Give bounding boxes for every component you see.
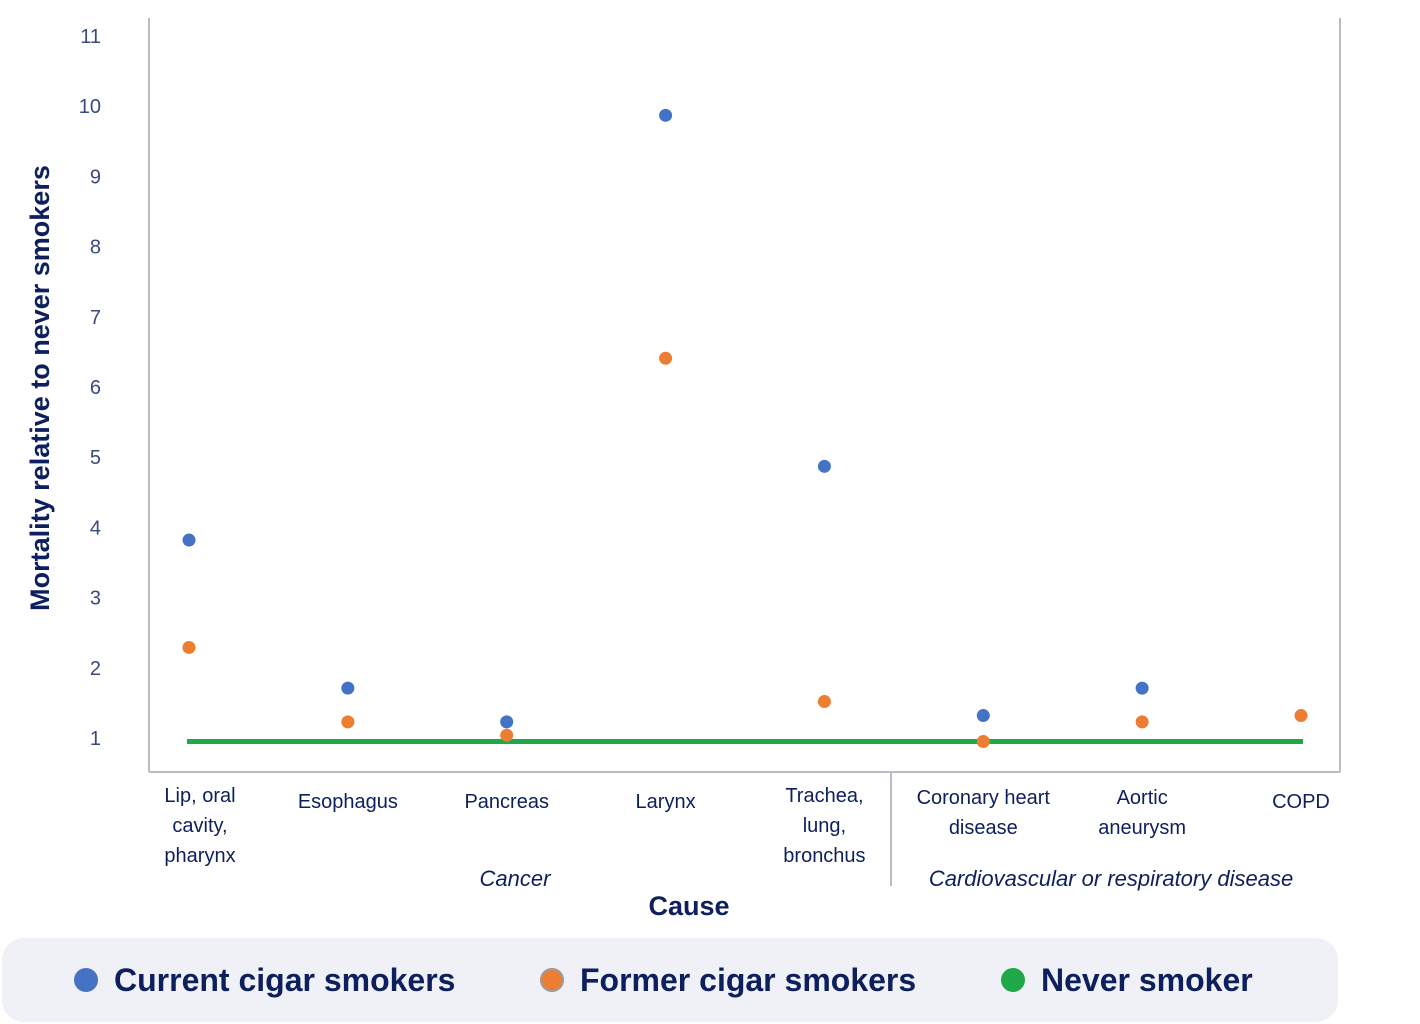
former-smoker-point (976, 735, 990, 749)
former-smoker-point (1135, 715, 1149, 729)
category-label-line: Aortic (1117, 787, 1168, 809)
y-tick-label: 10 (79, 96, 101, 118)
legend-item-former: Former cigar smokers (540, 938, 916, 1022)
former-smoker-point (182, 640, 196, 654)
former-smoker-point (659, 351, 673, 365)
category-label-line: Pancreas (464, 791, 549, 813)
category-label-line: cavity, (172, 815, 227, 837)
category-label-line: bronchus (783, 845, 865, 867)
category-label-line: Larynx (636, 791, 696, 813)
category-label-line: COPD (1272, 791, 1330, 813)
legend-label-never: Never smoker (1041, 961, 1253, 998)
legend-label-current: Current cigar smokers (114, 961, 456, 998)
x-axis-title: Cause (648, 891, 729, 921)
category-label-line: Coronary heart (917, 787, 1051, 809)
y-tick-label: 5 (90, 447, 101, 469)
category-label-line: aneurysm (1098, 817, 1186, 839)
category-label: Aortic aneurysm (1098, 787, 1186, 839)
category-label-line: Trachea, (785, 785, 863, 807)
category-labels: Lip, oral cavity, pharynx Esophagus Pancreas… (164, 785, 1329, 867)
current-smoker-point (1135, 681, 1149, 695)
y-tick-label: 8 (90, 237, 101, 259)
category-label: Larynx (636, 791, 696, 813)
category-label: Pancreas (464, 791, 549, 813)
category-label-line: disease (949, 817, 1018, 839)
category-label-line: Esophagus (298, 791, 398, 813)
data-points (182, 108, 1308, 749)
category-label-line: pharynx (164, 845, 235, 867)
y-tick-labels: 1 2 3 4 5 6 7 8 9 10 11 (79, 26, 101, 750)
legend-label-former: Former cigar smokers (580, 961, 917, 998)
y-tick-label: 9 (90, 166, 101, 188)
category-label: Coronary heart disease (917, 787, 1051, 839)
chart: 1 2 3 4 5 6 7 8 9 10 11 Lip, oral cavity, pharynx Eso… (25, 18, 1341, 921)
current-smoker-point (817, 459, 831, 473)
y-axis-title: Mortality relative to never smokers (25, 165, 55, 611)
legend-dot-former (540, 968, 564, 992)
group-labels: Cancer Cardiovascular or respiratory dise… (480, 866, 1294, 891)
current-smoker-point (341, 681, 355, 695)
legend-dot-current (74, 968, 98, 992)
category-label: COPD (1272, 791, 1330, 813)
current-smoker-point (976, 709, 990, 723)
current-smoker-point (182, 533, 196, 547)
y-tick-label: 4 (90, 517, 101, 539)
y-tick-label: 3 (90, 588, 101, 610)
legend-item-never: Never smoker (1001, 938, 1253, 1022)
category-label: Lip, oral cavity, pharynx (164, 785, 235, 867)
y-tick-label: 6 (90, 377, 101, 399)
y-tick-label: 11 (80, 26, 101, 48)
category-label-line: lung, (803, 815, 846, 837)
group-label: Cancer (480, 866, 553, 891)
y-tick-label: 7 (90, 307, 101, 329)
category-label: Trachea, lung, bronchus (783, 785, 865, 867)
category-label: Esophagus (298, 791, 398, 813)
y-tick-label: 2 (90, 658, 101, 680)
legend-item-current: Current cigar smokers (74, 938, 455, 1022)
current-smoker-point (659, 108, 673, 122)
former-smoker-point (1294, 709, 1308, 723)
legend-dot-never (1001, 968, 1025, 992)
category-label-line: Lip, oral (164, 785, 235, 807)
y-tick-label: 1 (90, 728, 101, 750)
group-label: Cardiovascular or respiratory disease (929, 866, 1293, 891)
current-smoker-point (500, 715, 514, 729)
former-smoker-point (817, 694, 831, 708)
former-smoker-point (500, 728, 514, 742)
chart-axes (148, 18, 1341, 886)
former-smoker-point (341, 715, 355, 729)
legend: Current cigar smokers Former cigar smoke… (2, 938, 1338, 1022)
